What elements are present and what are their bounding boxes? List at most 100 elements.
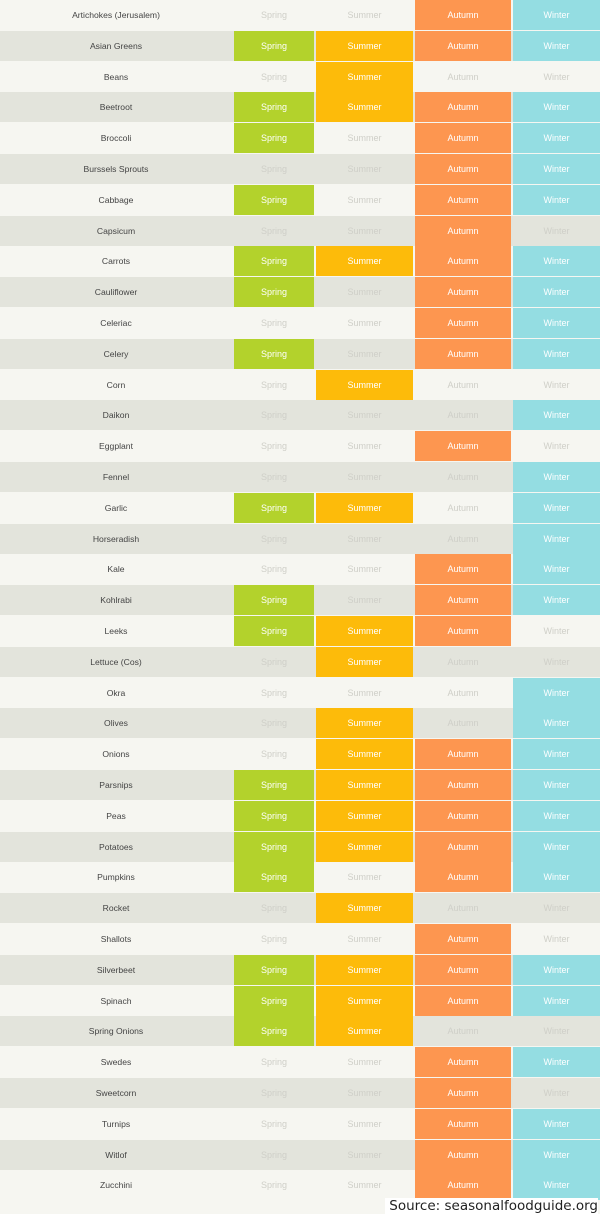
summer-cell: Summer — [316, 708, 413, 739]
vegetable-name: Eggplant — [99, 441, 133, 452]
table-row: Artichokes (Jerusalem) Spring Summer Autumn… — [0, 0, 600, 30]
spring-cell: Spring — [260, 164, 287, 174]
vegetable-name: Spinach — [100, 995, 132, 1006]
vegetable-name: Swedes — [100, 1057, 132, 1068]
spring-cell: Spring — [260, 410, 287, 421]
table-row: Garlic Spring Summer Autumn Winter — [0, 492, 600, 523]
table-row: Rocket Spring Summer Autumn Winter — [0, 893, 600, 924]
summer-cell: Summer — [316, 369, 413, 400]
summer-cell: Summer — [316, 616, 413, 646]
autumn-cell: Autumn — [415, 308, 511, 338]
winter-cell: Winter — [513, 831, 600, 862]
winter-cell: Winter — [543, 379, 570, 390]
autumn-cell: Autumn — [447, 718, 479, 729]
vegetable-name: Celery — [103, 348, 129, 359]
summer-cell: Summer — [316, 893, 413, 924]
autumn-cell: Autumn — [415, 215, 511, 246]
spring-cell: Spring — [234, 492, 314, 523]
autumn-cell: Autumn — [415, 338, 511, 369]
summer-cell: Summer — [316, 92, 413, 123]
winter-cell: Winter — [513, 954, 600, 985]
summer-cell: Summer — [316, 831, 413, 862]
spring-cell: Spring — [260, 564, 287, 575]
spring-cell: Spring — [260, 472, 287, 482]
summer-cell: Summer — [316, 1016, 413, 1047]
spring-cell: Spring — [260, 1057, 287, 1068]
spring-cell: Spring — [234, 985, 314, 1016]
vegetable-name: Turnips — [101, 1118, 131, 1129]
summer-cell: Summer — [316, 770, 413, 800]
vegetable-name: Peas — [106, 810, 126, 821]
table-row: Eggplant Spring Summer Autumn Winter — [0, 431, 600, 462]
autumn-cell: Autumn — [415, 1047, 511, 1078]
table-row: Broccoli Spring Summer Autumn Winter — [0, 123, 600, 154]
winter-cell: Winter — [513, 862, 600, 893]
autumn-cell: Autumn — [415, 154, 511, 184]
vegetable-name: Leeks — [104, 626, 128, 636]
winter-cell: Winter — [513, 308, 600, 338]
spring-cell: Spring — [260, 10, 287, 20]
spring-cell: Spring — [234, 831, 314, 862]
winter-cell: Winter — [543, 441, 570, 452]
table-row: Spring Onions Spring Summer Autumn Winter — [0, 1016, 600, 1047]
vegetable-name: Artichokes (Jerusalem) — [72, 10, 160, 20]
autumn-cell: Autumn — [415, 862, 511, 893]
summer-cell: Summer — [347, 1149, 382, 1160]
vegetable-name: Broccoli — [100, 133, 132, 144]
table-row: Burssels Sprouts Spring Summer Autumn Winter — [0, 154, 600, 184]
vegetable-name: Kohlrabi — [100, 595, 132, 606]
table-row: Beetroot Spring Summer Autumn Winter — [0, 92, 600, 123]
spring-cell: Spring — [234, 30, 314, 61]
summer-cell: Summer — [347, 225, 382, 236]
summer-cell: Summer — [347, 133, 382, 144]
winter-cell: Winter — [513, 246, 600, 277]
table-row: Silverbeet Spring Summer Autumn Winter — [0, 954, 600, 985]
autumn-cell: Autumn — [415, 30, 511, 61]
summer-cell: Summer — [347, 934, 382, 944]
winter-cell: Winter — [543, 656, 570, 667]
table-row: Carrots Spring Summer Autumn Winter — [0, 246, 600, 277]
winter-cell: Winter — [543, 934, 570, 944]
autumn-cell: Autumn — [415, 585, 511, 616]
winter-cell: Winter — [513, 462, 600, 492]
vegetable-name: Olives — [104, 718, 128, 729]
vegetable-name: Cauliflower — [94, 287, 138, 298]
spring-cell: Spring — [260, 1118, 287, 1129]
table-row: Daikon Spring Summer Autumn Winter — [0, 400, 600, 431]
spring-cell: Spring — [234, 92, 314, 123]
vegetable-name: Kale — [107, 564, 125, 575]
table-row: Witlof Spring Summer Autumn Winter — [0, 1139, 600, 1170]
vegetable-name: Horseradish — [92, 533, 140, 544]
summer-cell: Summer — [316, 61, 413, 92]
vegetable-name: Silverbeet — [96, 964, 136, 975]
spring-cell: Spring — [260, 71, 287, 82]
spring-cell: Spring — [234, 800, 314, 831]
summer-cell: Summer — [347, 410, 382, 421]
table-row: Capsicum Spring Summer Autumn Winter — [0, 215, 600, 246]
table-row: Celeriac Spring Summer Autumn Winter — [0, 308, 600, 338]
spring-cell: Spring — [260, 318, 287, 328]
table-row: Lettuce (Cos) Spring Summer Autumn Winter — [0, 646, 600, 677]
spring-cell: Spring — [260, 656, 287, 667]
summer-cell: Summer — [316, 246, 413, 277]
winter-cell: Winter — [513, 1139, 600, 1170]
table-row: Olives Spring Summer Autumn Winter — [0, 708, 600, 739]
vegetable-name: Garlic — [104, 502, 128, 513]
winter-cell: Winter — [513, 400, 600, 431]
table-row: Cabbage Spring Summer Autumn Winter — [0, 184, 600, 215]
autumn-cell: Autumn — [415, 1078, 511, 1108]
winter-cell: Winter — [513, 677, 600, 708]
winter-cell: Winter — [513, 985, 600, 1016]
vegetable-name: Capsicum — [96, 225, 136, 236]
table-row: Okra Spring Summer Autumn Winter — [0, 677, 600, 708]
summer-cell: Summer — [316, 985, 413, 1016]
spring-cell: Spring — [234, 862, 314, 893]
winter-cell: Winter — [513, 770, 600, 800]
table-row: Horseradish Spring Summer Autumn Winter — [0, 523, 600, 554]
spring-cell: Spring — [260, 934, 287, 944]
summer-cell: Summer — [347, 595, 382, 606]
vegetable-name: Onions — [102, 749, 130, 760]
winter-cell: Winter — [513, 554, 600, 585]
autumn-cell: Autumn — [415, 616, 511, 646]
autumn-cell: Autumn — [415, 92, 511, 123]
